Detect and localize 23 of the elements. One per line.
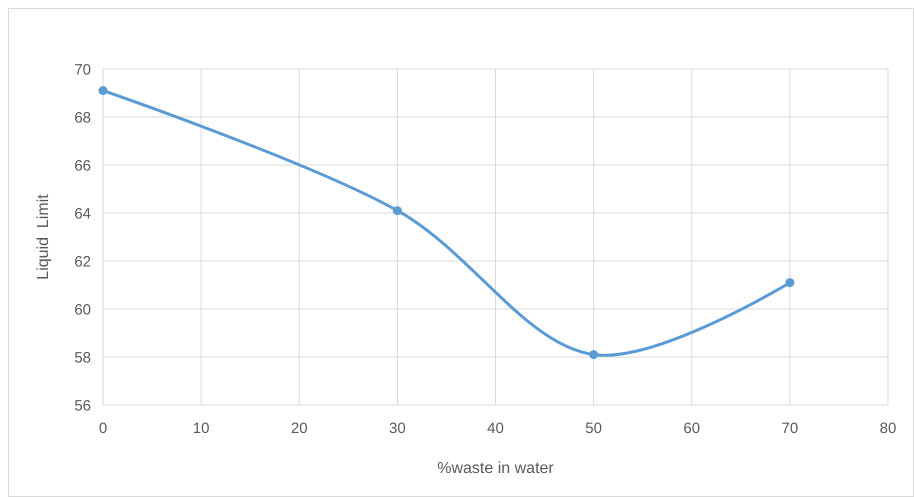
x-tick-label: 50 [585, 420, 602, 437]
y-tick-label: 64 [74, 205, 91, 222]
y-tick-label: 62 [74, 253, 91, 270]
y-tick-label: 66 [74, 157, 91, 174]
x-tick-label: 30 [389, 420, 406, 437]
y-tick-label: 56 [74, 397, 91, 414]
y-tick-label: 58 [74, 349, 91, 366]
x-tick-label: 60 [683, 420, 700, 437]
x-tick-label: 10 [192, 420, 210, 437]
y-tick-label: 68 [74, 109, 91, 126]
point [98, 86, 108, 96]
x-tick-label: 70 [782, 420, 798, 437]
x-tick-label: 80 [880, 420, 896, 437]
point [589, 350, 598, 360]
x-tick-label: 40 [487, 420, 504, 437]
y-tick-label: 70 [74, 61, 91, 78]
x-axis-title: %waste in water [437, 460, 554, 477]
point [785, 278, 794, 288]
x-tick-label: 0 [98, 420, 108, 437]
y-tick-label: 60 [74, 301, 91, 318]
y-axis-title: Liquid Limit [35, 194, 52, 280]
point [392, 206, 402, 216]
x-tick-label: 20 [290, 420, 308, 437]
